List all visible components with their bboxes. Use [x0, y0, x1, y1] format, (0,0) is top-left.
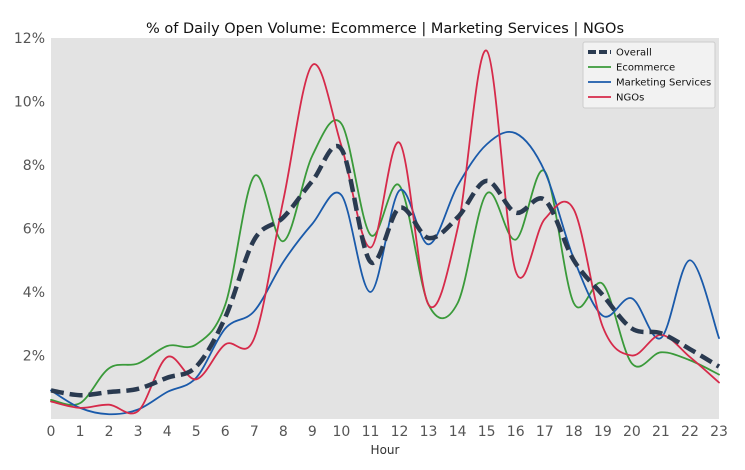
x-tick-label: 17 [536, 424, 554, 440]
x-tick-label: 23 [710, 424, 728, 440]
x-tick-label: 11 [362, 424, 380, 440]
series-line-ecommerce [50, 119, 720, 406]
y-tick-label: 6% [23, 222, 45, 238]
x-axis-label: Hour [371, 443, 400, 457]
x-tick-label: 21 [652, 424, 670, 440]
legend-label-ngos: NGOs [616, 93, 644, 104]
series-line-marketing-services [50, 130, 720, 416]
x-tick-label: 1 [76, 424, 85, 440]
x-tick-label: 10 [333, 424, 351, 440]
series-line-ngos [50, 49, 720, 415]
y-axis: 2% 4% 6% 8% 10% 12% [14, 31, 45, 365]
legend-box [582, 41, 716, 109]
y-tick-label: 8% [23, 158, 45, 174]
x-tick-label: 18 [565, 424, 583, 440]
x-tick-label: 20 [623, 424, 641, 440]
y-tick-label: 12% [14, 31, 45, 47]
x-tick-label: 4 [163, 424, 172, 440]
x-tick-label: 2 [105, 424, 114, 440]
x-tick-label: 14 [449, 424, 467, 440]
x-tick-label: 12 [391, 424, 409, 440]
legend-label-ecommerce: Ecommerce [616, 63, 675, 74]
x-tick-label: 8 [279, 424, 288, 440]
legend-label-overall: Overall [616, 48, 652, 59]
x-tick-label: 3 [134, 424, 143, 440]
x-tick-label: 7 [250, 424, 259, 440]
series-line-overall [50, 144, 721, 398]
legend: Overall Ecommerce Marketing Services NGOs [582, 41, 716, 109]
x-tick-label: 5 [192, 424, 201, 440]
y-tick-label: 2% [23, 349, 45, 365]
x-tick-label: 13 [420, 424, 438, 440]
legend-label-marketing-services: Marketing Services [616, 78, 711, 89]
x-tick-label: 9 [308, 424, 317, 440]
x-tick-label: 22 [681, 424, 699, 440]
series-layer [50, 49, 721, 416]
x-tick-label: 16 [507, 424, 525, 440]
x-tick-label: 15 [478, 424, 496, 440]
x-axis: 0 1 2 3 4 5 6 7 8 9 10 11 12 13 14 15 16 17 18 19 20 21 22 23 [47, 424, 728, 440]
y-tick-label: 10% [14, 95, 45, 111]
x-tick-label: 6 [221, 424, 230, 440]
x-tick-label: 0 [47, 424, 56, 440]
y-tick-label: 4% [23, 285, 45, 301]
chart-title: % of Daily Open Volume: Ecommerce | Mark… [146, 21, 624, 37]
x-tick-label: 19 [594, 424, 612, 440]
